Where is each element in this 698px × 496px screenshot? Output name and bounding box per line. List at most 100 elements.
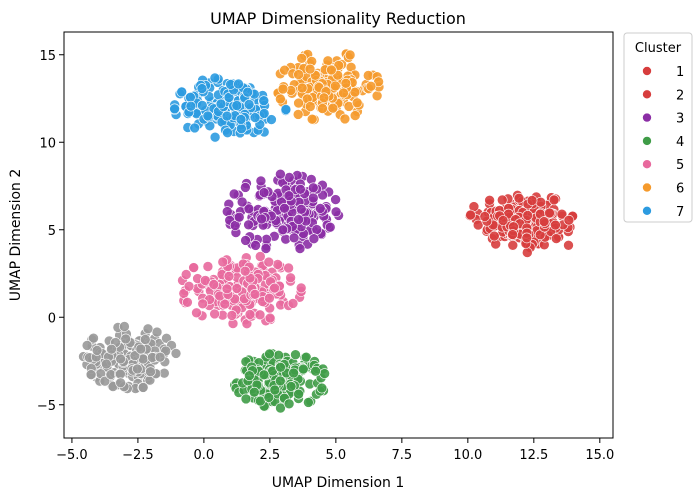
scatter-point-2: [497, 215, 509, 226]
scatter-point-2: [521, 232, 533, 244]
scatter-point-unlabeled: [85, 369, 97, 380]
scatter-point-2: [556, 208, 568, 220]
scatter-point-5: [219, 298, 231, 310]
scatter-point-5: [264, 292, 275, 304]
scatter-point-3: [283, 172, 295, 183]
scatter-point-7: [236, 123, 247, 134]
x-tick-label: −5.0: [56, 448, 88, 463]
scatter-point-3: [250, 240, 261, 251]
scatter-point-unlabeled: [154, 351, 166, 363]
scatter-point-3: [283, 190, 295, 201]
scatter-point-6: [339, 113, 351, 125]
scatter-point-7: [258, 95, 270, 106]
scatter-point-unlabeled: [91, 345, 103, 356]
x-tick-label: 0.0: [194, 448, 215, 463]
scatter-point-2: [522, 210, 534, 221]
scatter-point-4: [275, 361, 286, 373]
scatter-point-4: [249, 386, 260, 398]
x-axis-ticks: −5.0 −2.5 0.0 2.5 5.0 7.5 10.0 12.5 15.0: [56, 438, 614, 463]
scatter-point-unlabeled: [119, 321, 130, 332]
legend-label-3: 3: [676, 112, 684, 127]
scatter-point-1: [488, 230, 500, 242]
scatter-point-3: [258, 187, 270, 198]
scatter-point-3: [277, 224, 289, 236]
scatter-point-5: [231, 283, 243, 294]
scatter-point-7: [176, 86, 187, 98]
scatter-point-4: [244, 370, 255, 382]
scatter-point-7: [222, 127, 233, 138]
scatter-point-3: [311, 224, 323, 235]
scatter-point-unlabeled: [137, 382, 149, 393]
scatter-point-5: [178, 288, 190, 299]
scatter-point-1: [465, 209, 476, 221]
scatter-point-2: [563, 240, 574, 251]
scatter-point-6: [338, 87, 349, 99]
scatter-point-5: [295, 282, 307, 294]
scatter-point-7: [185, 100, 197, 112]
scatter-point-7: [197, 100, 208, 111]
scatter-point-6: [293, 69, 304, 80]
scatter-point-7: [215, 98, 227, 110]
scatter-point-5: [217, 256, 229, 268]
scatter-point-4: [285, 381, 297, 392]
scatter-point-4: [288, 367, 299, 379]
y-tick-label: 10: [39, 136, 56, 151]
scatter-point-3: [295, 184, 306, 195]
scatter-point-5: [180, 269, 192, 280]
scatter-point-6: [344, 49, 356, 61]
scatter-point-1: [535, 196, 547, 208]
scatter-point-unlabeled: [81, 340, 93, 351]
legend-marker-5: [642, 159, 652, 169]
scatter-point-1: [496, 194, 508, 206]
scatter-point-2: [563, 214, 575, 226]
scatter-point-7: [243, 99, 255, 110]
scatter-point-7: [231, 100, 243, 111]
scatter-point-4: [290, 349, 301, 361]
scatter-point-5: [283, 262, 294, 274]
legend-label-7: 7: [676, 205, 684, 220]
scatter-point-7: [221, 110, 233, 122]
scatter-point-2: [538, 216, 550, 227]
y-tick-label: −5: [37, 399, 56, 414]
scatter-point-3: [261, 234, 272, 245]
scatter-point-5: [249, 288, 261, 300]
scatter-point-7: [169, 103, 180, 115]
legend-marker-7: [642, 206, 652, 216]
scatter-point-3: [307, 182, 319, 194]
scatter-point-3: [293, 214, 304, 225]
scatter-point-3: [295, 204, 307, 215]
scatter-point-7: [280, 104, 292, 115]
x-tick-label: 7.5: [392, 448, 413, 463]
scatter-point-3: [279, 203, 290, 214]
legend-label-4: 4: [676, 135, 684, 150]
scatter-point-7: [249, 112, 261, 123]
scatter-point-3: [314, 203, 326, 214]
scatter-point-7: [196, 83, 208, 94]
scatter-point-unlabeled: [115, 353, 126, 365]
scatter-point-5: [226, 310, 238, 321]
scatter-point-5: [269, 282, 280, 294]
scatter-point-6: [349, 110, 361, 121]
x-tick-label: 15.0: [585, 448, 614, 463]
scatter-point-6: [293, 97, 304, 109]
scatter-point-4: [293, 388, 304, 400]
legend: Cluster 1 2 3 4 5 6 7: [623, 32, 693, 223]
scatter-point-4: [269, 384, 281, 396]
scatter-point-3: [236, 196, 248, 208]
scatter-point-6: [277, 83, 289, 95]
scatter-point-3: [222, 206, 233, 217]
scatter-point-5: [188, 262, 199, 273]
scatter-point-unlabeled: [161, 332, 172, 344]
scatter-point-2: [507, 240, 519, 251]
scatter-point-7: [202, 110, 214, 122]
scatter-point-unlabeled: [115, 377, 126, 389]
scatter-point-7: [209, 131, 221, 143]
scatter-point-5: [264, 312, 276, 324]
scatter-point-5: [272, 259, 284, 270]
scatter-point-4: [258, 369, 270, 381]
scatter-point-5: [208, 279, 220, 290]
legend-label-5: 5: [676, 158, 684, 173]
scatter-point-4: [319, 368, 330, 379]
scatter-point-4: [283, 398, 295, 410]
